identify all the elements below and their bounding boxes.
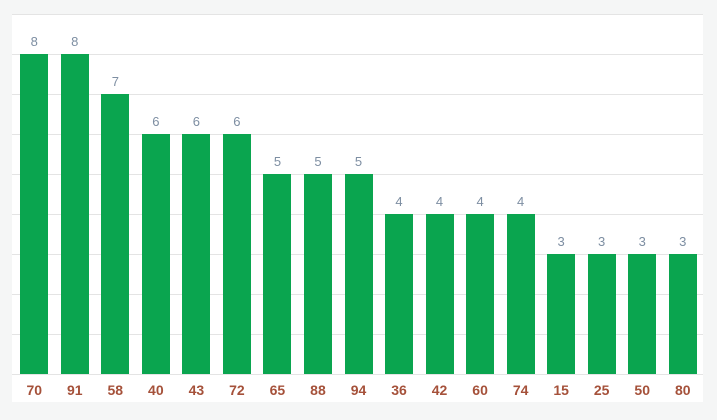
bar-value-label: 8 <box>71 34 79 49</box>
bar[interactable] <box>628 254 657 374</box>
x-axis-baseline <box>12 374 703 375</box>
bar[interactable] <box>587 254 616 374</box>
gridline <box>12 14 703 15</box>
bar[interactable] <box>101 94 130 374</box>
bar-value-label: 6 <box>152 114 160 129</box>
gridline <box>12 54 703 55</box>
bar-value-label: 3 <box>598 234 606 249</box>
gridline <box>12 134 703 135</box>
bar-value-label: 5 <box>354 154 363 169</box>
bar[interactable] <box>506 214 535 374</box>
x-axis-label: 80 <box>674 382 691 398</box>
x-axis-label: 88 <box>310 382 326 398</box>
x-axis-label: 25 <box>593 382 610 398</box>
bar-value-label: 4 <box>476 194 484 209</box>
bar-value-label: 4 <box>395 194 403 209</box>
bar-value-label: 3 <box>638 234 646 249</box>
x-axis-label: 42 <box>431 382 448 398</box>
bar-value-label: 6 <box>192 114 200 129</box>
bar[interactable] <box>263 174 292 374</box>
bar[interactable] <box>385 214 414 374</box>
x-axis-label: 15 <box>553 382 569 398</box>
gridline <box>12 94 703 95</box>
bar[interactable] <box>20 54 49 374</box>
x-axis-label: 36 <box>391 382 407 398</box>
bar-value-label: 3 <box>679 234 687 249</box>
x-axis-label: 70 <box>26 382 43 398</box>
bar-value-label: 4 <box>435 194 444 209</box>
bar-value-label: 3 <box>557 234 565 249</box>
bar[interactable] <box>668 254 697 374</box>
bar-value-label: 5 <box>273 154 282 169</box>
x-axis-label: 65 <box>269 382 286 398</box>
bar[interactable] <box>425 214 454 374</box>
x-axis-label: 60 <box>472 382 488 398</box>
x-axis-label: 72 <box>229 382 245 398</box>
bar[interactable] <box>344 174 373 374</box>
bar[interactable] <box>141 134 170 374</box>
bar-value-label: 6 <box>233 114 241 129</box>
x-axis-label: 94 <box>350 382 367 398</box>
x-axis-label: 40 <box>148 382 164 398</box>
bar[interactable] <box>466 214 495 374</box>
bar[interactable] <box>547 254 576 374</box>
x-axis-label: 91 <box>66 382 83 398</box>
x-axis-label: 74 <box>512 382 529 398</box>
x-axis-label: 58 <box>107 382 124 398</box>
bar-value-label: 7 <box>111 74 119 89</box>
x-axis-label: 50 <box>634 382 650 398</box>
bar-value-label: 5 <box>314 154 322 169</box>
bar[interactable] <box>303 174 332 374</box>
bar[interactable] <box>182 134 211 374</box>
x-axis-label: 43 <box>188 382 205 398</box>
bar[interactable] <box>222 134 251 374</box>
bar-value-label: 4 <box>516 194 525 209</box>
bar-value-label: 8 <box>30 34 38 49</box>
bar[interactable] <box>60 54 89 374</box>
